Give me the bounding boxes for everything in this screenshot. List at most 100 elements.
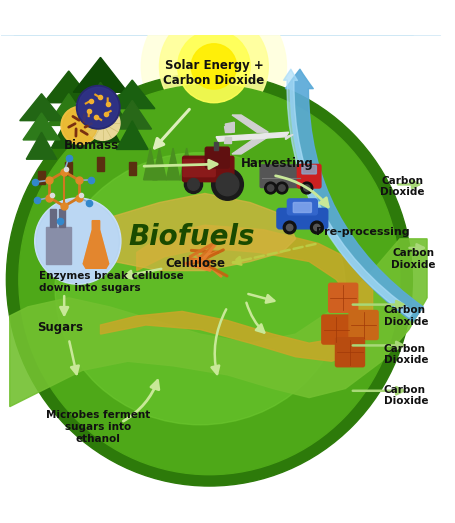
FancyBboxPatch shape (298, 164, 321, 188)
FancyBboxPatch shape (183, 160, 215, 177)
Circle shape (35, 198, 121, 284)
Text: Biofuels: Biofuels (128, 223, 254, 251)
FancyBboxPatch shape (205, 147, 229, 168)
Polygon shape (38, 171, 45, 185)
Circle shape (276, 182, 288, 194)
FancyArrowPatch shape (123, 381, 159, 421)
Polygon shape (110, 80, 155, 109)
Polygon shape (59, 209, 65, 228)
FancyArrowPatch shape (353, 387, 404, 394)
FancyBboxPatch shape (349, 311, 378, 339)
Polygon shape (26, 132, 57, 159)
Ellipse shape (6, 73, 412, 486)
Polygon shape (129, 162, 136, 175)
FancyArrowPatch shape (353, 342, 404, 349)
Polygon shape (81, 107, 120, 142)
FancyBboxPatch shape (335, 338, 364, 367)
Text: Cellulose: Cellulose (166, 257, 226, 270)
Text: Carbon
Dioxide: Carbon Dioxide (384, 344, 429, 365)
FancyBboxPatch shape (293, 202, 311, 212)
FancyArrowPatch shape (398, 181, 419, 188)
Polygon shape (44, 71, 94, 103)
FancyArrowPatch shape (410, 244, 424, 252)
Ellipse shape (19, 85, 400, 475)
Text: Sugars: Sugars (37, 321, 83, 334)
Polygon shape (224, 126, 231, 132)
Text: Carbon
Dioxide: Carbon Dioxide (384, 384, 429, 406)
Polygon shape (101, 225, 373, 361)
FancyArrowPatch shape (285, 69, 423, 322)
FancyArrowPatch shape (124, 269, 161, 279)
FancyArrowPatch shape (155, 109, 189, 148)
FancyArrowPatch shape (69, 342, 79, 374)
Circle shape (61, 106, 99, 144)
FancyArrowPatch shape (61, 296, 68, 315)
Circle shape (177, 30, 250, 103)
Polygon shape (73, 58, 128, 92)
Text: Solar Energy +
Carbon Dioxide: Solar Energy + Carbon Dioxide (163, 59, 264, 87)
Polygon shape (144, 148, 157, 180)
FancyBboxPatch shape (302, 165, 316, 174)
Polygon shape (69, 194, 296, 270)
Polygon shape (214, 142, 217, 151)
Text: Carbon
Dioxide: Carbon Dioxide (380, 176, 425, 198)
Circle shape (313, 224, 320, 231)
Polygon shape (23, 113, 60, 140)
FancyArrowPatch shape (212, 309, 226, 374)
Polygon shape (46, 228, 71, 264)
Circle shape (63, 108, 97, 143)
Circle shape (36, 199, 120, 283)
Ellipse shape (55, 153, 345, 425)
Polygon shape (232, 115, 268, 132)
Circle shape (283, 221, 296, 234)
FancyArrowPatch shape (247, 303, 264, 333)
Circle shape (187, 178, 199, 190)
Circle shape (159, 12, 268, 121)
Text: Pre-processing: Pre-processing (316, 227, 410, 237)
Circle shape (287, 224, 293, 231)
Circle shape (279, 185, 285, 191)
FancyArrowPatch shape (276, 176, 328, 207)
Polygon shape (216, 132, 289, 141)
FancyBboxPatch shape (288, 199, 317, 215)
Circle shape (301, 182, 313, 194)
Polygon shape (113, 100, 152, 129)
Text: Biomass: Biomass (64, 139, 119, 152)
Circle shape (86, 106, 120, 140)
Circle shape (191, 44, 237, 89)
Polygon shape (97, 157, 104, 171)
Polygon shape (10, 239, 427, 407)
Polygon shape (47, 94, 90, 126)
Polygon shape (225, 122, 234, 132)
Text: Carbon
Dioxide: Carbon Dioxide (384, 305, 429, 327)
Circle shape (212, 168, 243, 200)
Circle shape (303, 185, 310, 191)
FancyBboxPatch shape (182, 156, 234, 181)
Polygon shape (65, 162, 72, 175)
Circle shape (310, 221, 323, 234)
Circle shape (216, 173, 239, 196)
FancyArrowPatch shape (144, 160, 217, 168)
FancyBboxPatch shape (260, 165, 302, 188)
Text: Harvesting: Harvesting (241, 157, 314, 170)
Wedge shape (0, 0, 441, 35)
Circle shape (78, 87, 118, 127)
Polygon shape (51, 116, 86, 148)
Text: Carbon
Dioxide: Carbon Dioxide (391, 248, 436, 270)
Polygon shape (83, 221, 109, 268)
Wedge shape (14, 0, 414, 35)
Text: Enzymes break cellulose
down into sugars: Enzymes break cellulose down into sugars (39, 271, 184, 293)
Polygon shape (50, 209, 56, 228)
Polygon shape (83, 221, 109, 268)
FancyArrowPatch shape (353, 301, 404, 308)
Polygon shape (180, 148, 193, 180)
Polygon shape (20, 94, 63, 121)
Circle shape (142, 0, 287, 139)
FancyArrowPatch shape (248, 294, 274, 303)
Polygon shape (77, 82, 124, 117)
Polygon shape (224, 137, 231, 143)
FancyBboxPatch shape (277, 209, 328, 229)
Circle shape (268, 185, 274, 191)
FancyBboxPatch shape (329, 283, 358, 312)
Polygon shape (232, 137, 268, 154)
